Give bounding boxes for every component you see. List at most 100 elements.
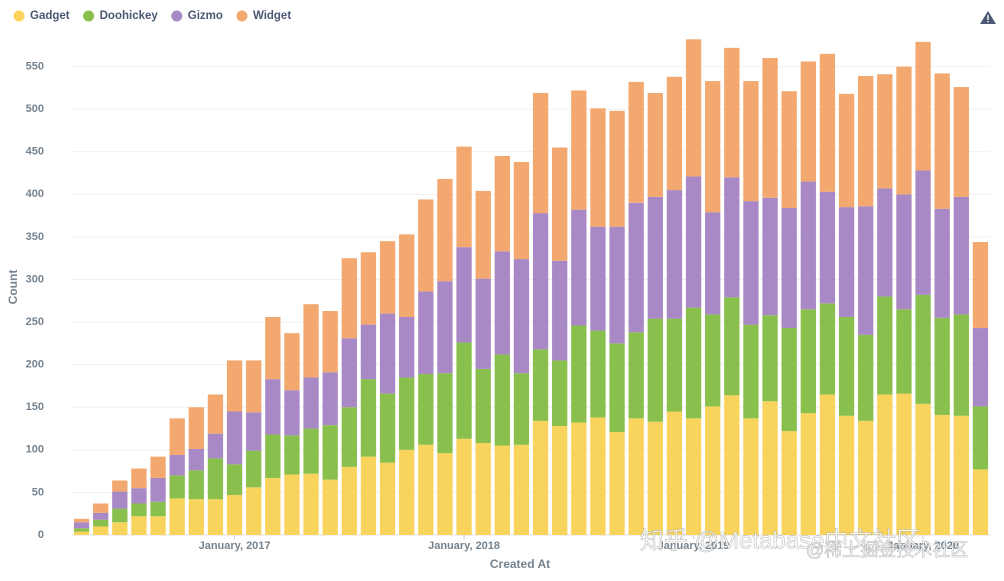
y-tick-label: 300 [26, 273, 44, 285]
bar-segment [93, 519, 109, 527]
x-tick-label: January, 2017 [199, 540, 271, 552]
bar-segment [494, 251, 510, 355]
bar-segment [762, 58, 778, 198]
bar-segment [73, 518, 90, 523]
bar-segment [552, 260, 568, 361]
bar-segment [877, 296, 893, 395]
bar-segment [896, 393, 912, 535]
bar-segment [953, 415, 969, 535]
bar-segment [169, 454, 185, 476]
bar-segment [628, 332, 644, 419]
bar-segment [456, 342, 472, 439]
bar-segment [609, 343, 625, 432]
bar-segment [437, 453, 453, 535]
bar-segment [724, 177, 740, 298]
bar-segment [437, 281, 453, 374]
bar-segment [322, 479, 338, 535]
bar-segment [93, 503, 109, 513]
bar-segment [150, 456, 166, 478]
bar-segment [915, 41, 931, 171]
bar-segment [532, 92, 549, 214]
bar-segment [322, 425, 338, 480]
bar-segment [858, 206, 874, 335]
bar-segment [934, 414, 950, 535]
bar-segment [628, 81, 644, 203]
bar-segment [781, 207, 797, 329]
bar-segment [341, 466, 357, 535]
bar-segment [858, 420, 874, 535]
bar-segment [590, 108, 606, 227]
bar-segment [207, 394, 224, 434]
bar-segment [284, 435, 300, 475]
bar-segment [762, 197, 778, 316]
bar-segment [666, 411, 683, 535]
y-tick-label: 100 [26, 444, 44, 456]
bar-segment [666, 318, 683, 412]
bar-segment [112, 508, 128, 523]
bar-segment [858, 334, 874, 421]
bar-segment [265, 316, 281, 380]
bar-segment [188, 448, 204, 471]
bar-segment [169, 475, 185, 499]
bar-segment [819, 394, 836, 535]
bar-segment [972, 242, 989, 329]
bar-segment [590, 330, 606, 418]
bar-segment [399, 449, 415, 535]
bar-segment [169, 418, 185, 455]
bar-segment [800, 181, 816, 310]
bar-segment [207, 433, 224, 459]
y-tick-label: 200 [26, 359, 44, 371]
bar-segment [819, 191, 836, 304]
bar-segment [934, 317, 950, 415]
y-tick-label: 450 [26, 146, 44, 158]
warning-icon[interactable] [980, 11, 996, 24]
bar-segment [628, 418, 644, 535]
bar-segment [666, 190, 683, 319]
bar-segment [226, 411, 243, 465]
bar-segment [513, 444, 530, 535]
bar-segment [399, 234, 415, 317]
bar-segment [953, 87, 969, 197]
bar-segment [647, 421, 663, 535]
bar-segment [112, 491, 128, 509]
x-tick-label: January, 2019 [658, 540, 730, 552]
bar-segment [743, 324, 759, 419]
bar-segment [475, 278, 491, 369]
bar-segment [915, 294, 931, 404]
legend-swatch [13, 10, 25, 22]
bar-segment [647, 92, 663, 197]
bar-segment [226, 494, 243, 535]
bar-segment [494, 354, 510, 446]
bar-segment [838, 415, 855, 535]
bar-segment [571, 325, 587, 423]
bar-segment [800, 309, 816, 414]
bar-segment [341, 338, 357, 408]
bar-segment [705, 406, 721, 535]
bar-segment [341, 258, 357, 339]
bar-segment [896, 66, 912, 195]
watermark: @稀土掘金技术社区 [806, 540, 968, 560]
y-tick-label: 400 [26, 188, 44, 200]
bar-segment [838, 316, 855, 416]
legend-label: Gizmo [188, 10, 223, 22]
y-tick-label: 250 [26, 316, 44, 328]
bar-segment [418, 291, 434, 375]
bar-segment [379, 462, 396, 535]
bar-segment [360, 252, 377, 325]
bar-segment [800, 61, 816, 182]
bar-segment [953, 314, 969, 416]
bar-segment [284, 333, 300, 391]
bar-segment [532, 213, 549, 350]
bar-segment [131, 468, 147, 489]
bar-segment [647, 196, 663, 319]
bar-segment [666, 76, 683, 191]
bar-segment [896, 194, 912, 310]
bar-segment [284, 474, 300, 535]
bar-segment [418, 444, 434, 535]
bar-segment [437, 373, 453, 454]
bar-segment [705, 212, 721, 315]
bar-segment [131, 516, 147, 535]
bar-segment [532, 420, 549, 535]
bar-segment [360, 456, 377, 535]
bar-segment [953, 196, 969, 315]
